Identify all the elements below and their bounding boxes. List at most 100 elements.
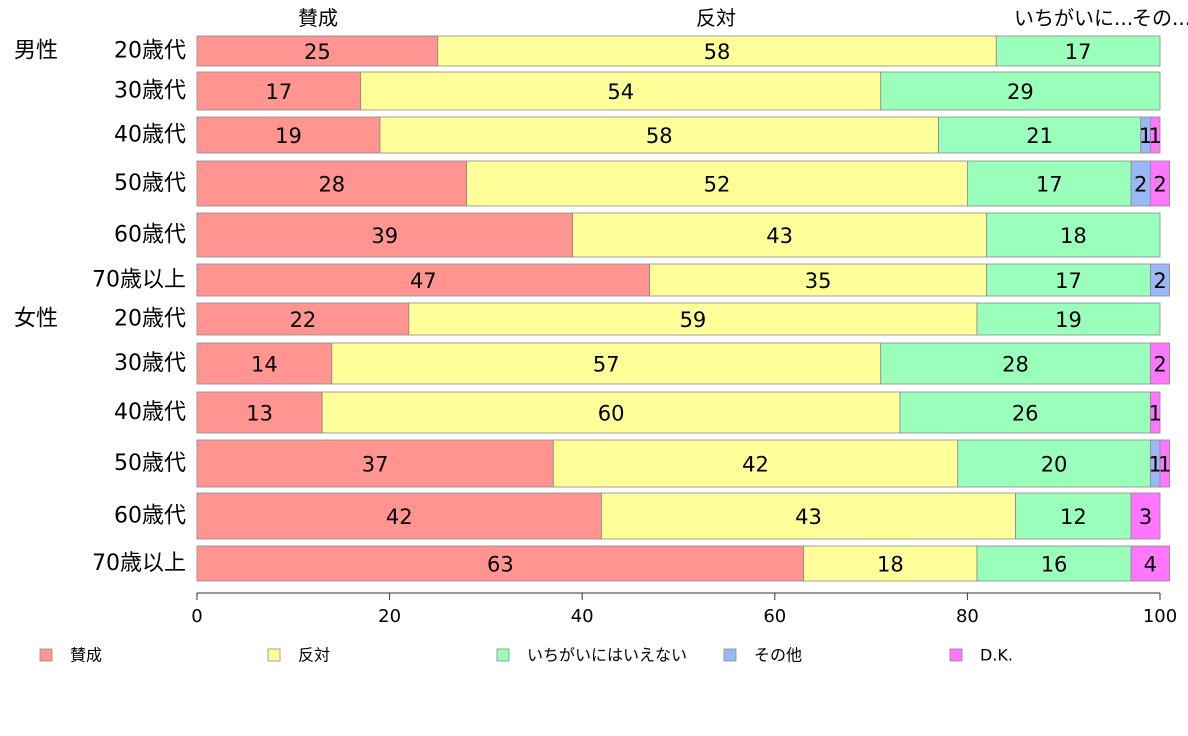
bar-segment bbox=[649, 263, 988, 297]
data-label: 28 bbox=[318, 173, 345, 197]
legend-label: その他 bbox=[754, 646, 802, 665]
data-label: 1 bbox=[1139, 124, 1152, 148]
bar-segment bbox=[196, 160, 468, 207]
legend-label: 反対 bbox=[298, 646, 330, 665]
bar-segment bbox=[976, 302, 1161, 336]
data-label: 42 bbox=[386, 505, 413, 529]
data-label: 28 bbox=[1002, 353, 1029, 377]
row-label: 30歳代 bbox=[114, 79, 186, 104]
row-label: 30歳代 bbox=[114, 351, 186, 376]
row-label: 20歳代 bbox=[114, 39, 186, 64]
data-label: 2 bbox=[1134, 173, 1147, 197]
bar-segment bbox=[986, 263, 1151, 297]
bar-segment bbox=[360, 71, 882, 111]
group-label: 女性 bbox=[14, 307, 58, 332]
bar-segment bbox=[196, 391, 323, 434]
legend-swatch bbox=[949, 648, 963, 662]
legend-label: D.K. bbox=[980, 646, 1013, 665]
data-label: 58 bbox=[646, 124, 673, 148]
bar-segment bbox=[196, 342, 333, 385]
data-label: 54 bbox=[607, 80, 634, 104]
bar-segment bbox=[196, 116, 381, 154]
bar-segment bbox=[880, 71, 1161, 111]
data-label: 21 bbox=[1026, 124, 1053, 148]
data-label: 2 bbox=[1153, 173, 1166, 197]
data-label: 59 bbox=[680, 308, 707, 332]
x-tick-label: 60 bbox=[763, 606, 786, 627]
data-label: 17 bbox=[1065, 40, 1092, 64]
data-label: 17 bbox=[1055, 269, 1082, 293]
row-label: 40歳代 bbox=[114, 123, 186, 148]
row-label: 60歳代 bbox=[114, 504, 186, 529]
data-label: 19 bbox=[1055, 308, 1082, 332]
group-label: 男性 bbox=[14, 39, 58, 64]
top-category-label: いちがいに... bbox=[1014, 6, 1133, 30]
bar-segment bbox=[196, 545, 805, 582]
data-label: 47 bbox=[410, 269, 437, 293]
data-label: 57 bbox=[593, 353, 620, 377]
data-label: 17 bbox=[265, 80, 292, 104]
legend-label: 賛成 bbox=[70, 646, 102, 665]
data-label: 39 bbox=[371, 224, 398, 248]
bar-segment bbox=[196, 439, 554, 488]
bar-segment bbox=[196, 35, 439, 67]
data-label: 52 bbox=[704, 173, 731, 197]
bar-segment bbox=[1159, 439, 1171, 488]
row-label: 60歳代 bbox=[114, 223, 186, 248]
bar-segment bbox=[572, 212, 988, 258]
data-label: 18 bbox=[877, 553, 904, 577]
bar-segment bbox=[1149, 391, 1161, 434]
data-label: 37 bbox=[362, 453, 389, 477]
bar-segment bbox=[321, 391, 901, 434]
data-label: 43 bbox=[795, 505, 822, 529]
bar-segment bbox=[408, 302, 978, 336]
row-label: 70歳以上 bbox=[92, 551, 186, 576]
bar-segment bbox=[1130, 492, 1161, 540]
bar-segment bbox=[1149, 342, 1171, 385]
data-label: 3 bbox=[1139, 505, 1152, 529]
bar-segment bbox=[196, 492, 602, 540]
bar-segment bbox=[1149, 116, 1161, 154]
data-label: 22 bbox=[290, 308, 317, 332]
bar-segment bbox=[899, 391, 1151, 434]
bar-segment bbox=[938, 116, 1142, 154]
data-label: 43 bbox=[766, 224, 793, 248]
top-category-label: その... bbox=[1132, 6, 1188, 30]
bar-segment bbox=[880, 342, 1151, 385]
data-label: 16 bbox=[1041, 553, 1068, 577]
legend-swatch bbox=[723, 648, 737, 662]
data-label: 58 bbox=[704, 40, 731, 64]
row-label: 40歳代 bbox=[114, 400, 186, 425]
bar-segment bbox=[196, 212, 573, 258]
row-label: 50歳代 bbox=[114, 451, 186, 476]
data-label: 2 bbox=[1153, 353, 1166, 377]
bar-segment bbox=[986, 212, 1161, 258]
x-tick-label: 80 bbox=[956, 606, 979, 627]
bar-segment bbox=[437, 35, 997, 67]
data-label: 26 bbox=[1012, 402, 1039, 426]
bar-segment bbox=[379, 116, 939, 154]
x-tick-label: 40 bbox=[571, 606, 594, 627]
legend-label: いちがいにはいえない bbox=[527, 646, 687, 665]
data-label: 4 bbox=[1144, 553, 1157, 577]
row-label: 20歳代 bbox=[114, 307, 186, 332]
bar-segment bbox=[196, 263, 651, 297]
legend-swatch bbox=[267, 648, 281, 662]
top-labels: 賛成 反対 いちがいに...その... bbox=[298, 6, 1188, 30]
data-label: 17 bbox=[1036, 173, 1063, 197]
legend: 賛成 反対 いちがいにはいえない その他 D.K. bbox=[39, 646, 1013, 665]
top-category-label: 賛成 bbox=[298, 6, 338, 30]
top-category-label: 反対 bbox=[696, 6, 736, 30]
data-label: 1 bbox=[1148, 124, 1161, 148]
row-labels: 20歳代男性30歳代40歳代50歳代60歳代70歳以上20歳代女性30歳代40歳… bbox=[14, 39, 186, 577]
bar-segment bbox=[1130, 545, 1171, 582]
data-label: 63 bbox=[487, 553, 514, 577]
data-label: 14 bbox=[251, 353, 278, 377]
bar-segment bbox=[1015, 492, 1132, 540]
data-label: 1 bbox=[1148, 402, 1161, 426]
data-label: 29 bbox=[1007, 80, 1034, 104]
data-label: 18 bbox=[1060, 224, 1087, 248]
legend-swatch bbox=[496, 648, 510, 662]
